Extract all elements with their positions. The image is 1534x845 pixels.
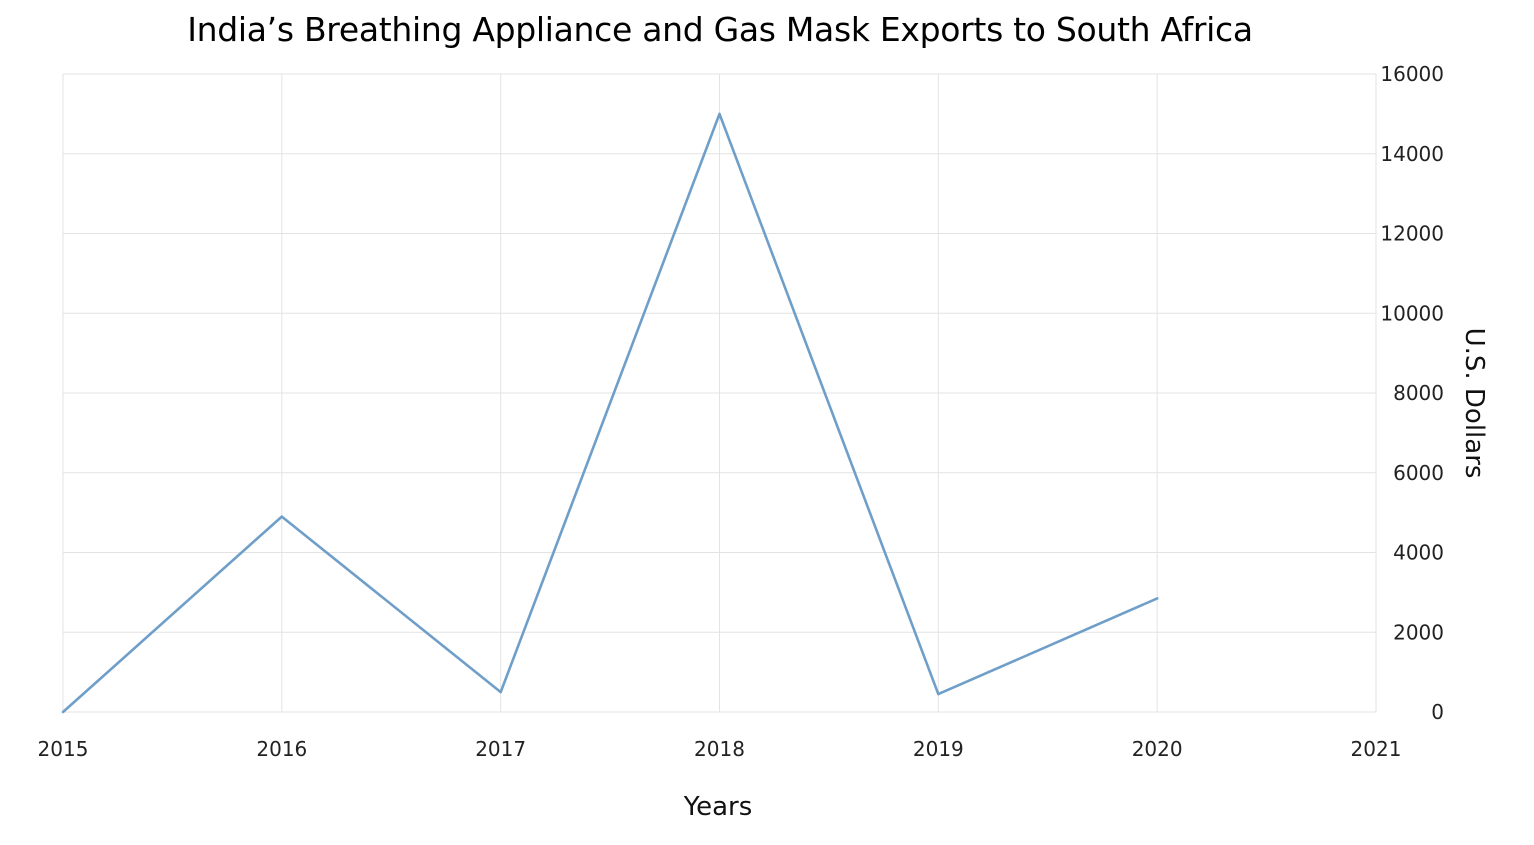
x-tick-label: 2021 <box>1351 737 1402 761</box>
chart-title: India’s Breathing Appliance and Gas Mask… <box>187 10 1253 49</box>
y-tick-label: 12000 <box>1380 222 1444 246</box>
x-tick-label: 2016 <box>256 737 307 761</box>
series-line-0 <box>61 112 1159 714</box>
y-tick-label: 16000 <box>1380 62 1444 86</box>
x-axis-title: Years <box>683 792 753 822</box>
x-tick-label: 2018 <box>694 737 745 761</box>
y-tick-label: 2000 <box>1393 620 1444 644</box>
gridlines <box>62 73 1377 713</box>
y-axis-ticks: 0 2000 4000 6000 8000 10000 12000 14000 16000 <box>1380 62 1444 724</box>
series-layer <box>61 112 1159 714</box>
x-tick-label: 2019 <box>913 737 964 761</box>
y-tick-label: 4000 <box>1393 541 1444 565</box>
y-tick-label: 6000 <box>1393 461 1444 485</box>
y-axis-title: U.S. Dollars <box>1459 328 1489 479</box>
x-axis-ticks: 2015 2016 2017 2018 2019 2020 2021 <box>38 737 1402 761</box>
x-tick-label: 2017 <box>475 737 526 761</box>
y-tick-label: 0 <box>1431 700 1444 724</box>
x-tick-label: 2020 <box>1132 737 1183 761</box>
y-tick-label: 10000 <box>1380 301 1444 325</box>
x-tick-label: 2015 <box>38 737 89 761</box>
y-tick-label: 14000 <box>1380 142 1444 166</box>
y-tick-label: 8000 <box>1393 381 1444 405</box>
